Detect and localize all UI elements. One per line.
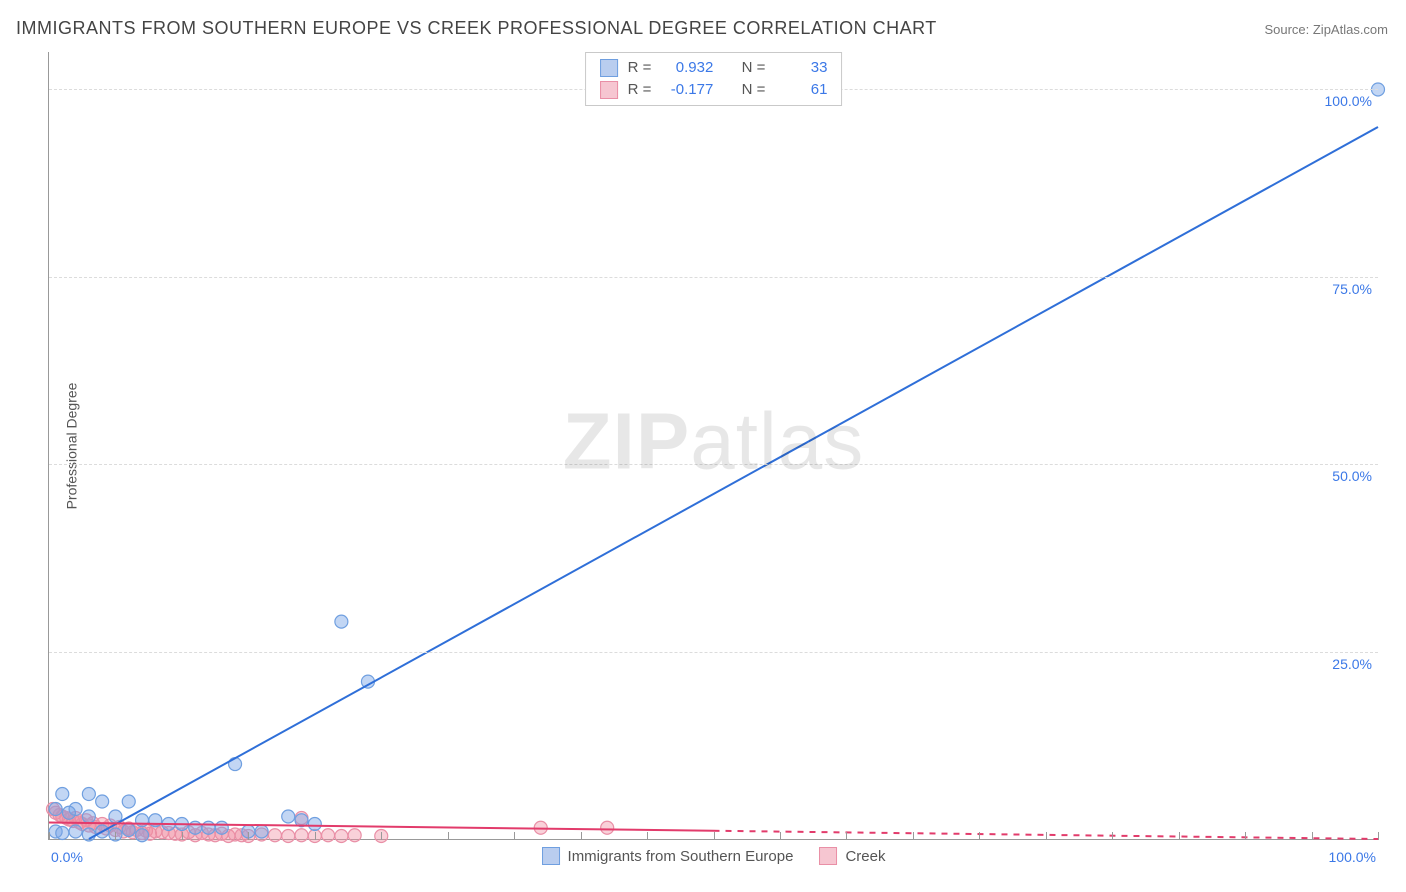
r-label: R = [628, 79, 652, 101]
y-tick-label: 100.0% [1325, 93, 1372, 109]
n-label: N = [742, 57, 766, 79]
legend-label-pink: Creek [845, 848, 885, 865]
series-legend: Immigrants from Southern Europe Creek [542, 847, 886, 865]
y-tick-label: 75.0% [1332, 281, 1372, 297]
r-label: R = [628, 57, 652, 79]
legend-swatch-blue-icon [542, 847, 560, 865]
chart-title: IMMIGRANTS FROM SOUTHERN EUROPE VS CREEK… [16, 18, 937, 39]
y-tick-label: 50.0% [1332, 468, 1372, 484]
n-label: N = [742, 79, 766, 101]
x-axis-ticks [49, 832, 1378, 840]
stats-row-pink: R = -0.177 N = 61 [600, 79, 828, 101]
r-value-blue: 0.932 [661, 57, 713, 79]
source-prefix: Source: [1264, 22, 1312, 37]
r-value-pink: -0.177 [661, 79, 713, 101]
source-link[interactable]: ZipAtlas.com [1313, 22, 1388, 37]
stats-row-blue: R = 0.932 N = 33 [600, 57, 828, 79]
legend-swatch-pink-icon [819, 847, 837, 865]
n-value-blue: 33 [775, 57, 827, 79]
legend-swatch-pink [600, 81, 618, 99]
source-attribution: Source: ZipAtlas.com [1264, 22, 1388, 37]
chart-plot-area: ZIPatlas R = 0.932 N = 33 R = -0.177 N =… [48, 52, 1378, 840]
stats-legend: R = 0.932 N = 33 R = -0.177 N = 61 [585, 52, 843, 106]
legend-item-blue: Immigrants from Southern Europe [542, 847, 794, 865]
x-axis-max-label: 100.0% [1329, 849, 1376, 865]
n-value-pink: 61 [775, 79, 827, 101]
legend-swatch-blue [600, 59, 618, 77]
x-axis-min-label: 0.0% [51, 849, 83, 865]
legend-item-pink: Creek [819, 847, 885, 865]
legend-label-blue: Immigrants from Southern Europe [568, 848, 794, 865]
y-tick-label: 25.0% [1332, 656, 1372, 672]
chart-svg [49, 52, 1378, 839]
